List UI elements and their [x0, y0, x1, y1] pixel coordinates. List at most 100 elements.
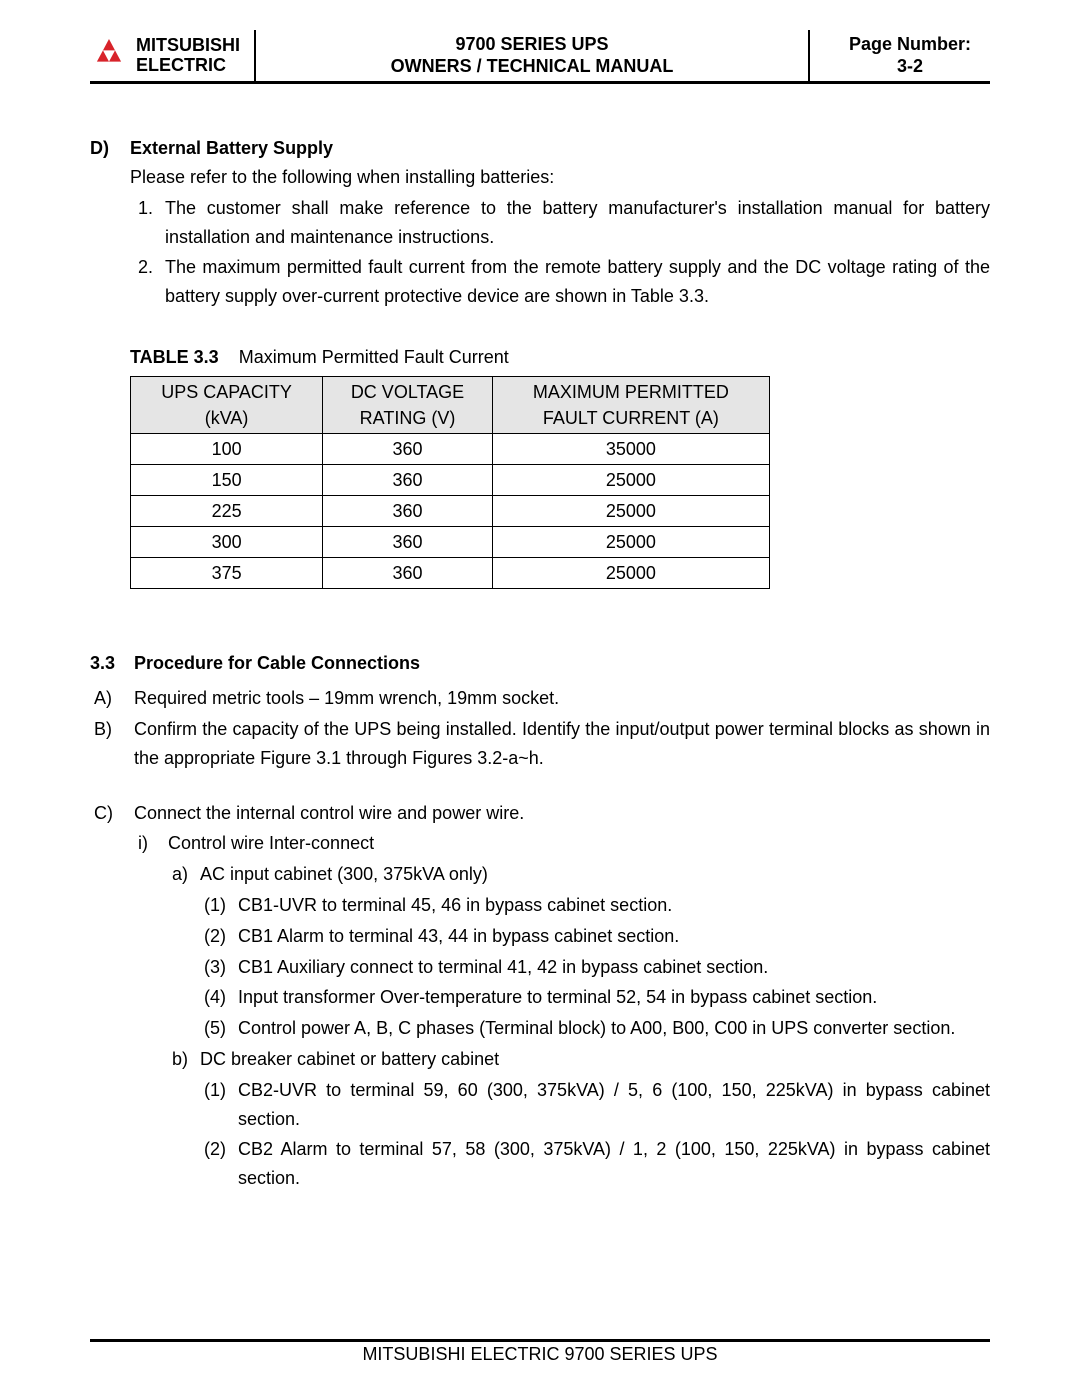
list-item: (5)Control power A, B, C phases (Termina…	[200, 1014, 990, 1043]
list-marker: (1)	[200, 891, 238, 920]
page-body: D) External Battery Supply Please refer …	[90, 84, 990, 1193]
section-3-3-num: 3.3	[90, 649, 134, 678]
doc-title-line2: OWNERS / TECHNICAL MANUAL	[266, 56, 798, 78]
list-item: b) DC breaker cabinet or battery cabinet	[168, 1045, 990, 1074]
list-item: 1. The customer shall make reference to …	[130, 194, 990, 252]
section-d-title: External Battery Supply	[130, 134, 333, 163]
list-text: CB1 Auxiliary connect to terminal 41, 42…	[238, 953, 990, 982]
list-marker: b)	[168, 1045, 200, 1074]
list-num: 2.	[130, 253, 165, 311]
list-text: CB2 Alarm to terminal 57, 58 (300, 375kV…	[238, 1135, 990, 1193]
page-footer: MITSUBISHI ELECTRIC 9700 SERIES UPS	[90, 1339, 990, 1365]
col-header: DC VOLTAGE RATING (V)	[323, 376, 493, 433]
page-number-value: 3-2	[830, 56, 990, 78]
section-d-list: 1. The customer shall make reference to …	[130, 194, 990, 311]
list-marker: (5)	[200, 1014, 238, 1043]
section-d-intro: Please refer to the following when insta…	[130, 163, 990, 192]
list-item: (3)CB1 Auxiliary connect to terminal 41,…	[200, 953, 990, 982]
table-cell: 375	[131, 558, 323, 589]
list-text: Required metric tools – 19mm wrench, 19m…	[134, 684, 990, 713]
list-marker: i)	[134, 829, 168, 858]
col-header-l2: RATING (V)	[331, 405, 484, 431]
col-header-l1: MAXIMUM PERMITTED	[501, 379, 761, 405]
list-item: (1)CB1-UVR to terminal 45, 46 in bypass …	[200, 891, 990, 920]
section-d-marker: D)	[90, 134, 130, 163]
col-header-l1: UPS CAPACITY	[139, 379, 314, 405]
list-text: Connect the internal control wire and po…	[134, 799, 990, 828]
list-item: (2)CB1 Alarm to terminal 43, 44 in bypas…	[200, 922, 990, 951]
list-marker: (3)	[200, 953, 238, 982]
list-text: DC breaker cabinet or battery cabinet	[200, 1045, 990, 1074]
table-row: 37536025000	[131, 558, 770, 589]
table-row: 30036025000	[131, 527, 770, 558]
list-item: B) Confirm the capacity of the UPS being…	[90, 715, 990, 773]
table-cell: 25000	[492, 527, 769, 558]
roman-sublist: i) Control wire Inter-connect a) AC inpu…	[134, 829, 990, 1193]
table-row: 15036025000	[131, 465, 770, 496]
list-text: Control wire Inter-connect	[168, 829, 990, 858]
table-cell: 100	[131, 433, 323, 464]
list-text: The maximum permitted fault current from…	[165, 253, 990, 311]
table-cell: 360	[323, 496, 493, 527]
page-header: MITSUBISHI ELECTRIC 9700 SERIES UPS OWNE…	[90, 30, 990, 84]
table-cell: 360	[323, 465, 493, 496]
table-row: 10036035000	[131, 433, 770, 464]
list-marker: C)	[90, 799, 134, 828]
table-cell: 25000	[492, 465, 769, 496]
table-cell: 360	[323, 433, 493, 464]
list-item: i) Control wire Inter-connect	[134, 829, 990, 858]
list-marker: (1)	[200, 1076, 238, 1134]
doc-title: 9700 SERIES UPS OWNERS / TECHNICAL MANUA…	[256, 30, 810, 81]
page-number-label: Page Number:	[830, 34, 990, 56]
table-cell: 25000	[492, 558, 769, 589]
mitsubishi-logo-icon	[90, 39, 128, 73]
list-item: a) AC input cabinet (300, 375kVA only)	[168, 860, 990, 889]
section-3-3-list: A) Required metric tools – 19mm wrench, …	[90, 684, 990, 1193]
list-text: CB1 Alarm to terminal 43, 44 in bypass c…	[238, 922, 990, 951]
footer-text: MITSUBISHI ELECTRIC 9700 SERIES UPS	[362, 1344, 717, 1364]
list-text: Input transformer Over-temperature to te…	[238, 983, 990, 1012]
list-text: AC input cabinet (300, 375kVA only)	[200, 860, 990, 889]
table-cell: 360	[323, 558, 493, 589]
list-item: (1)CB2-UVR to terminal 59, 60 (300, 375k…	[200, 1076, 990, 1134]
col-header-l2: FAULT CURRENT (A)	[501, 405, 761, 431]
paren-sublist: (1)CB1-UVR to terminal 45, 46 in bypass …	[200, 891, 990, 1043]
list-marker: B)	[90, 715, 134, 773]
list-text: The customer shall make reference to the…	[165, 194, 990, 252]
table-cell: 360	[323, 527, 493, 558]
table-title: Maximum Permitted Fault Current	[239, 347, 509, 367]
table-cell: 225	[131, 496, 323, 527]
list-marker: A)	[90, 684, 134, 713]
list-num: 1.	[130, 194, 165, 252]
col-header: MAXIMUM PERMITTED FAULT CURRENT (A)	[492, 376, 769, 433]
list-marker: (2)	[200, 922, 238, 951]
list-text: CB1-UVR to terminal 45, 46 in bypass cab…	[238, 891, 990, 920]
section-3-3-heading: 3.3 Procedure for Cable Connections	[90, 649, 990, 678]
list-marker: (2)	[200, 1135, 238, 1193]
doc-title-line1: 9700 SERIES UPS	[266, 34, 798, 56]
list-item: C) Connect the internal control wire and…	[90, 799, 990, 828]
brand-block: MITSUBISHI ELECTRIC	[90, 30, 256, 81]
brand-text: MITSUBISHI ELECTRIC	[136, 36, 240, 76]
list-text: Control power A, B, C phases (Terminal b…	[238, 1014, 990, 1043]
table-cell: 25000	[492, 496, 769, 527]
table-cell: 35000	[492, 433, 769, 464]
alpha-sublist: a) AC input cabinet (300, 375kVA only) (…	[168, 860, 990, 1193]
table-cell: 300	[131, 527, 323, 558]
list-text: Confirm the capacity of the UPS being in…	[134, 715, 990, 773]
section-d-heading: D) External Battery Supply	[90, 134, 990, 163]
brand-line1: MITSUBISHI	[136, 36, 240, 56]
page-number-block: Page Number: 3-2	[810, 30, 990, 81]
list-item: (2)CB2 Alarm to terminal 57, 58 (300, 37…	[200, 1135, 990, 1193]
table-cell: 150	[131, 465, 323, 496]
section-3-3-title: Procedure for Cable Connections	[134, 649, 420, 678]
paren-sublist: (1)CB2-UVR to terminal 59, 60 (300, 375k…	[200, 1076, 990, 1193]
table-label: TABLE 3.3	[130, 347, 219, 367]
col-header-l2: (kVA)	[139, 405, 314, 431]
table-caption: TABLE 3.3 Maximum Permitted Fault Curren…	[130, 343, 990, 372]
list-item: (4)Input transformer Over-temperature to…	[200, 983, 990, 1012]
col-header-l1: DC VOLTAGE	[331, 379, 484, 405]
fault-current-table: UPS CAPACITY (kVA) DC VOLTAGE RATING (V)…	[130, 376, 770, 590]
table-row: 22536025000	[131, 496, 770, 527]
table-header-row: UPS CAPACITY (kVA) DC VOLTAGE RATING (V)…	[131, 376, 770, 433]
